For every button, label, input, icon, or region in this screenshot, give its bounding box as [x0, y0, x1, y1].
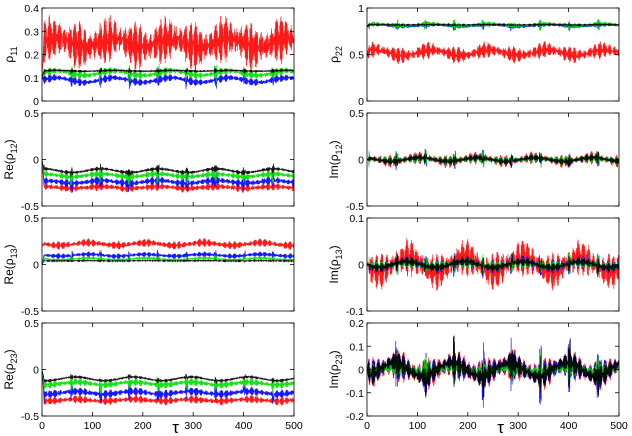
series-black [42, 369, 294, 384]
plot-area [367, 18, 619, 65]
y-axis-label: Im(ρ13) [327, 245, 344, 283]
y-tick-label: 0 [33, 365, 39, 377]
series-black [367, 254, 619, 275]
x-tick-label: 0 [364, 420, 370, 432]
y-tick-label: 0 [33, 96, 39, 108]
plot-area [42, 369, 294, 406]
plot-area [367, 148, 619, 171]
x-axis-label-tau: τ [172, 418, 179, 436]
series-black [367, 335, 619, 399]
x-tick-label: 100 [84, 420, 102, 432]
y-tick-label: 0.2 [24, 50, 39, 62]
y-tick-label: 1 [358, 3, 364, 15]
series-red [42, 238, 294, 251]
y-axis-label: Re(ρ13) [2, 244, 19, 284]
y-tick-label: -0.2 [346, 411, 364, 423]
plot-area [42, 159, 294, 193]
y-tick-label: 0.1 [349, 213, 364, 225]
x-tick-label: 400 [235, 420, 253, 432]
y-axis-label: Im(ρ23) [327, 350, 344, 388]
y-tick-label: -0.5 [21, 411, 39, 423]
axes-frame [41, 112, 295, 207]
axes-frame [41, 217, 295, 312]
series-black [42, 258, 294, 265]
x-tick-label: 200 [459, 420, 477, 432]
panel-re_rho13: -0.5 0 0.5 Re(ρ13) [2, 213, 295, 318]
y-tick-label: 0.5 [24, 318, 39, 330]
x-axis-label-tau: τ [497, 418, 504, 436]
y-tick-label: -0.5 [21, 201, 39, 213]
series-green [42, 369, 294, 394]
plot-area [367, 335, 619, 408]
y-tick-label: -0.5 [21, 306, 39, 318]
y-tick-label: 0 [33, 260, 39, 272]
y-tick-label: 0 [33, 155, 39, 167]
y-tick-label: 0 [358, 155, 364, 167]
x-tick-label: 400 [560, 420, 578, 432]
x-tick-label: 0 [39, 420, 45, 432]
series-green [42, 254, 294, 265]
series-red [42, 159, 294, 193]
y-tick-label: 0.5 [349, 108, 364, 120]
plot-area [42, 238, 294, 265]
plot-area [367, 238, 619, 291]
y-axis-label: Re(ρ12) [2, 139, 19, 179]
x-tick-label: 300 [184, 420, 202, 432]
y-tick-label: 0.5 [349, 50, 364, 62]
x-tick-label: 500 [285, 420, 303, 432]
y-tick-label: 0.5 [24, 213, 39, 225]
x-tick-label: 100 [409, 420, 427, 432]
y-axis-label: ρ11 [2, 46, 19, 62]
panel-im_rho23: -0.2 -0.1 0 0.1 0.2 0 100 200 300 400 500 Im(ρ23) τ [327, 318, 628, 436]
y-tick-label: -0.1 [346, 388, 364, 400]
series-blue [42, 70, 294, 90]
series-red [42, 14, 294, 78]
y-axis-label: Re(ρ23) [2, 349, 19, 389]
y-tick-label: 0.5 [24, 108, 39, 120]
series-black [367, 22, 619, 27]
y-tick-label: 0.1 [24, 73, 39, 85]
x-tick-label: 300 [509, 420, 527, 432]
y-tick-label: 0.2 [349, 318, 364, 330]
y-tick-label: 0.1 [349, 341, 364, 353]
series-black [42, 67, 294, 78]
y-tick-label: 0.4 [24, 3, 39, 15]
y-axis-label: Im(ρ12) [327, 140, 344, 178]
series-green [42, 159, 294, 186]
y-tick-label: -0.1 [346, 306, 364, 318]
panel-rho11: 0 0.1 0.2 0.3 0.4 ρ11 [2, 3, 295, 108]
series-red [367, 40, 619, 65]
panel-im_rho13: -0.1 0 0.1 Im(ρ13) [327, 213, 620, 318]
panel-im_rho12: -0.5 0 0.5 Im(ρ12) [327, 108, 620, 213]
y-tick-label: 0 [358, 365, 364, 377]
series-blue [42, 250, 294, 265]
y-tick-label: 0.3 [24, 26, 39, 38]
y-tick-label: -0.5 [346, 201, 364, 213]
panel-rho22: 0 0.5 1 ρ22 [327, 3, 620, 108]
y-tick-label: 0 [358, 96, 364, 108]
y-axis-label: ρ22 [327, 46, 344, 63]
panel-re_rho12: -0.5 0 0.5 Re(ρ12) [2, 108, 295, 213]
x-tick-label: 200 [134, 420, 152, 432]
series-blue [42, 159, 294, 193]
series-black [367, 151, 619, 169]
series-red [42, 369, 294, 406]
y-tick-label: 0 [358, 260, 364, 272]
plot-area [42, 14, 294, 90]
series-blue [42, 369, 294, 404]
x-tick-label: 500 [610, 420, 628, 432]
series-black [42, 159, 294, 178]
